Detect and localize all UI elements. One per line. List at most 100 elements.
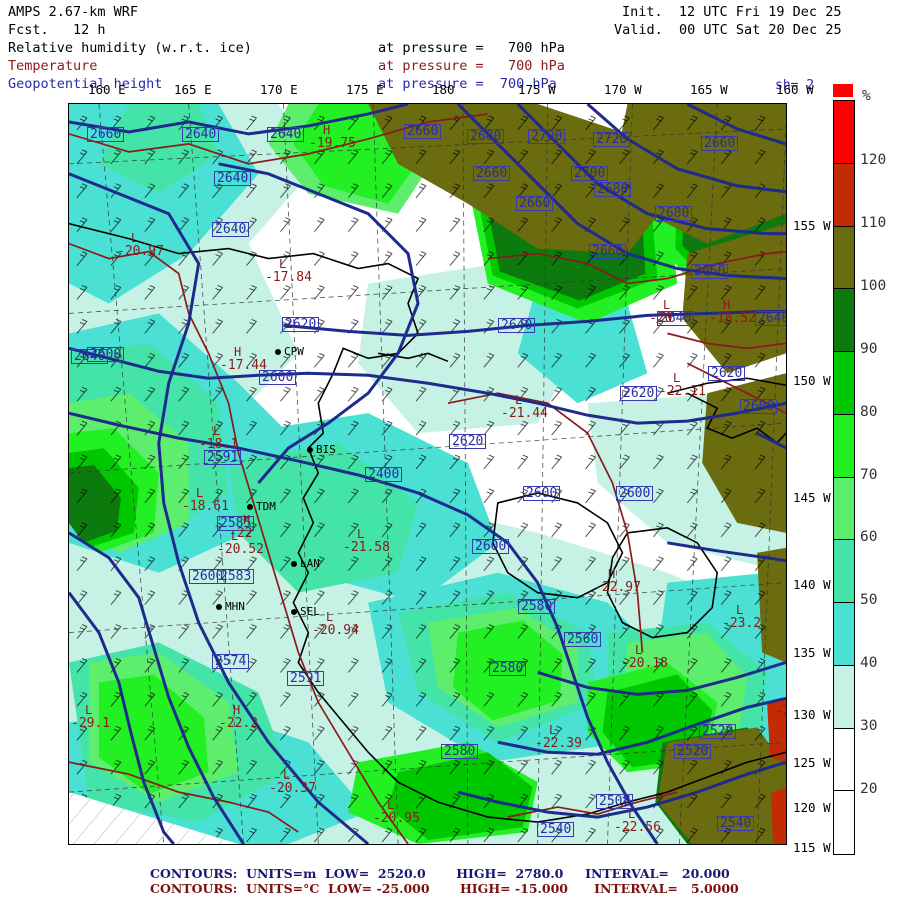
height-contour-label: 2580	[518, 599, 556, 614]
map-panel[interactable]: 2660 2640 2640 2660 2680 2700 2720 2660 2640 2660…	[68, 103, 787, 845]
temperature-label: -18.52	[709, 311, 756, 326]
longitude-label: 160 E	[88, 82, 126, 97]
forecast-hour: Fcst. 12 h	[8, 22, 106, 38]
colorbar-band	[834, 728, 854, 792]
map-canvas[interactable]	[69, 104, 786, 844]
height-contour-label: 2660	[87, 127, 125, 142]
height-contour-label: 2600	[523, 486, 561, 501]
high-marker: H	[323, 123, 331, 137]
temperature-label: -19.75	[309, 136, 356, 151]
longitude-label: 175 W	[518, 82, 556, 97]
low-marker: L	[736, 603, 744, 617]
colorbar-tick-label: 90	[860, 340, 878, 357]
footer-temp-contours: CONTOURS: UNITS=°C LOW= -25.000 HIGH= -1…	[150, 881, 739, 896]
height-contour-label: 2660	[473, 166, 511, 181]
temperature-label: -20.94	[312, 623, 359, 638]
station-label: LAN	[300, 557, 320, 570]
height-contour-label: 2640	[267, 127, 305, 142]
height-contour-label: 2560	[564, 632, 602, 647]
colorbar-band	[834, 540, 854, 603]
height-contour-label: 2540	[537, 822, 575, 837]
colorbar-band	[834, 791, 854, 854]
latitude-label: 125 W	[793, 755, 831, 770]
station-label: BIS	[316, 443, 336, 456]
low-marker: L	[387, 798, 395, 812]
height-contour-label: 2585	[217, 516, 255, 531]
station-dot	[216, 604, 222, 610]
temperature-label: -21.58	[343, 540, 390, 555]
colorbar-unit-label: %	[862, 88, 871, 104]
low-marker: L	[196, 486, 204, 500]
temperature-label: -22.2	[219, 716, 259, 731]
latitude-label: 135 W	[793, 645, 831, 660]
low-marker: L	[283, 768, 291, 782]
temperature-label: -18.1	[199, 437, 239, 452]
colorbar-tick-label: 20	[860, 781, 878, 798]
station-dot	[275, 349, 281, 355]
longitude-label: 175 E	[346, 82, 384, 97]
latitude-label: 130 W	[793, 707, 831, 722]
temperature-label: -29.1	[71, 716, 111, 731]
temperature-label: -21.44	[501, 406, 548, 421]
high-marker: H	[233, 703, 241, 717]
latitude-label: 150 W	[793, 373, 831, 388]
longitude-label: 165 E	[174, 82, 212, 97]
height-contour-label: 2580	[489, 661, 527, 676]
height-contour-label: 2700	[528, 129, 566, 144]
height-contour-label: 2574	[212, 654, 250, 669]
temperature-label: -18.61	[182, 499, 229, 514]
height-contour-label: 2680	[655, 206, 693, 221]
colorbar-tick-label: 70	[860, 466, 878, 483]
low-marker: L	[663, 298, 671, 312]
colorbar-band	[834, 163, 854, 227]
temperature-label: -20.97	[117, 244, 164, 259]
latitude-label: 140 W	[793, 577, 831, 592]
height-contour-label: 2400	[365, 467, 403, 482]
high-marker: H	[234, 345, 242, 359]
height-contour-label: 2600	[87, 347, 125, 362]
height-contour-label: 2520	[699, 724, 737, 739]
longitude-label: 165 W	[690, 82, 728, 97]
field-rh-level: at pressure = 700 hPa	[378, 40, 565, 56]
low-marker: L	[131, 231, 139, 245]
low-marker: L	[515, 393, 523, 407]
height-contour-label: 2540	[717, 816, 755, 831]
height-contour-label: 2600	[740, 399, 778, 414]
latitude-label: 155 W	[793, 218, 831, 233]
colorbar-band	[834, 226, 854, 290]
footer-height-contours: CONTOURS: UNITS=m LOW= 2520.0 HIGH= 2780…	[150, 866, 730, 881]
height-contour-label: 2583	[217, 569, 255, 584]
height-contour-label: 2591	[204, 450, 242, 465]
temperature-label: -23.2	[722, 616, 762, 631]
field-hgt-level: at pressure = 700 hPa	[378, 76, 557, 92]
low-marker: L	[213, 424, 221, 438]
height-contour-label: 2640	[214, 171, 252, 186]
height-contour-label: 2620	[708, 366, 746, 381]
height-contour-label: 2660	[691, 264, 729, 279]
temperature-label: -20	[649, 311, 673, 326]
height-contour-label: 2660	[516, 196, 554, 211]
field-hgt-label: Geopotential height	[8, 76, 163, 92]
temperature-label: -22.39	[535, 736, 582, 751]
height-contour-label: 2620	[449, 434, 487, 449]
longitude-label: 160 W	[776, 82, 814, 97]
longitude-label: 170 W	[604, 82, 642, 97]
station-dot	[247, 504, 253, 510]
colorbar[interactable]	[833, 100, 855, 855]
model-title: AMPS 2.67-km WRF	[8, 4, 139, 20]
latitude-label: 145 W	[793, 490, 831, 505]
height-contour-label: 2700	[571, 166, 609, 181]
low-marker: L	[635, 643, 643, 657]
height-contour-label: 2640	[212, 222, 250, 237]
colorbar-top-swatch	[833, 84, 853, 97]
height-contour-label: 2640	[498, 318, 536, 333]
temperature-label: -22.97	[594, 580, 641, 595]
height-contour-label: 2591	[287, 671, 325, 686]
height-contour-label: 2720	[593, 132, 631, 147]
height-contour-label: 2660	[589, 244, 627, 259]
station-label: TDM	[256, 500, 276, 513]
colorbar-tick-label: 120	[860, 151, 887, 168]
temperature-label: -17.84	[265, 270, 312, 285]
low-marker: L	[357, 527, 365, 541]
latitude-label: 115 W	[793, 840, 831, 855]
